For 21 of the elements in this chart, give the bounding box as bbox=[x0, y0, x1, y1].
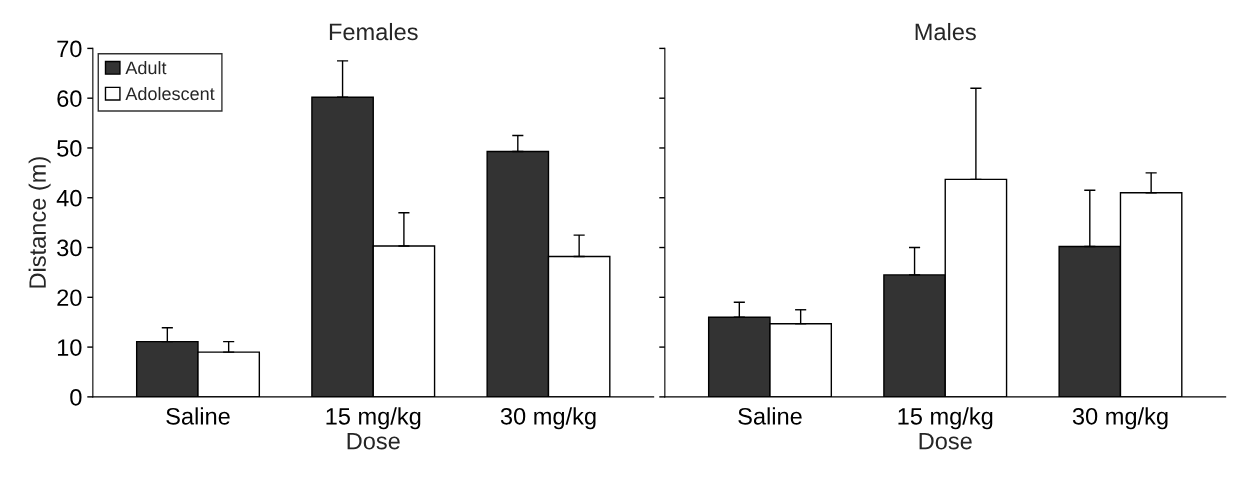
x-tick-label: 30 mg/kg bbox=[500, 407, 596, 430]
x-axis-title: Dose bbox=[919, 432, 972, 450]
x-tick-label: 15 mg/kg bbox=[898, 407, 993, 430]
y-tick-label: 70 bbox=[57, 40, 82, 58]
y-tick-label: 20 bbox=[57, 289, 82, 307]
chart-title: Females bbox=[329, 22, 418, 41]
y-tick-label: 30 bbox=[57, 239, 82, 257]
x-axis-title: Dose bbox=[347, 432, 400, 450]
x-tick-label: Saline bbox=[166, 407, 230, 425]
y-tick-label: 40 bbox=[56, 189, 82, 207]
y-axis-title: Distance (m) bbox=[28, 157, 51, 288]
chart-title: Males bbox=[915, 22, 976, 41]
y-tick-label: 10 bbox=[57, 339, 82, 356]
y-tick-label: 60 bbox=[57, 90, 82, 107]
x-tick-label: Saline bbox=[738, 407, 802, 425]
legend-label: Adult bbox=[125, 61, 167, 75]
x-tick-label: 15 mg/kg bbox=[326, 407, 421, 430]
y-tick-label: 0 bbox=[70, 388, 82, 406]
legend-label: Adolescent bbox=[125, 86, 215, 101]
y-tick-label: 50 bbox=[57, 140, 82, 157]
x-tick-label: 30 mg/kg bbox=[1072, 407, 1168, 430]
